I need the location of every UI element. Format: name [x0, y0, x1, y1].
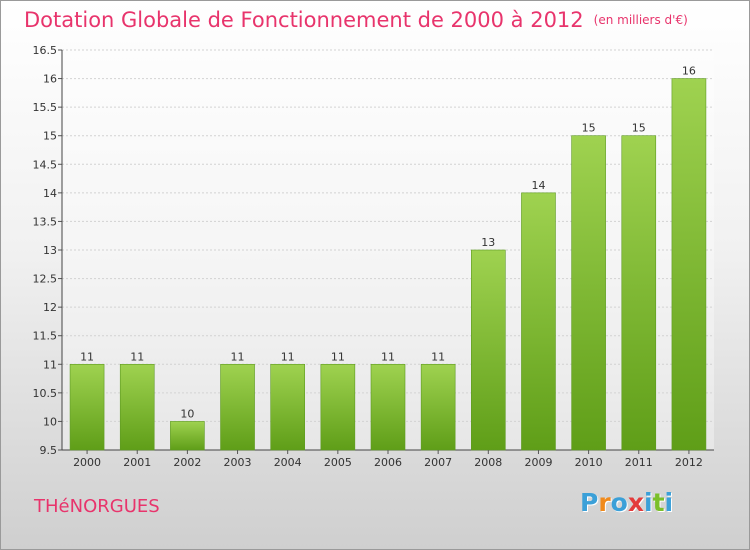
bar-value-label: 14 [531, 179, 545, 192]
y-tick-label: 12 [43, 301, 57, 314]
bar [571, 135, 606, 451]
x-tick-label: 2005 [324, 456, 352, 469]
bar-value-label: 11 [231, 350, 245, 363]
x-tick-label: 2002 [173, 456, 201, 469]
x-tick-label: 2001 [123, 456, 151, 469]
chart-subtitle: (en milliers d'€) [593, 13, 688, 27]
chart-title: Dotation Globale de Fonctionnement de 20… [24, 8, 688, 32]
x-tick-label: 2008 [474, 456, 502, 469]
x-tick-label: 2012 [675, 456, 703, 469]
bar [521, 192, 556, 451]
bar-value-label: 16 [682, 65, 696, 78]
bar-value-label: 11 [80, 350, 94, 363]
town-name: THéNORGUES [34, 496, 160, 517]
bar [119, 363, 155, 451]
y-tick-label: 10 [43, 415, 57, 428]
logo-letter: r [598, 488, 611, 517]
title-text: Dotation Globale de Fonctionnement de 20… [24, 8, 584, 32]
bar-value-label: 11 [130, 350, 144, 363]
x-tick-label: 2004 [274, 456, 302, 469]
x-tick-label: 2009 [524, 456, 552, 469]
bar-value-label: 11 [431, 350, 445, 363]
bar [671, 78, 707, 451]
bar-value-label: 11 [381, 350, 395, 363]
y-tick-label: 11 [43, 358, 57, 371]
y-tick-label: 15 [43, 130, 57, 143]
bar-value-label: 15 [582, 122, 596, 135]
logo-letter: t [652, 488, 665, 517]
bar [320, 363, 356, 451]
bar [621, 135, 657, 451]
x-tick-label: 2003 [224, 456, 252, 469]
bar [370, 363, 406, 451]
x-tick-label: 2011 [625, 456, 653, 469]
y-tick-label: 9.5 [40, 444, 58, 457]
bar-value-label: 15 [632, 122, 646, 135]
bar [170, 421, 205, 451]
logo-letter: x [627, 488, 644, 517]
y-tick-label: 16.5 [33, 44, 58, 57]
logo-letter: P [580, 488, 599, 517]
y-tick-label: 14.5 [33, 158, 58, 171]
logo-letter: i [644, 488, 653, 517]
x-tick-label: 2010 [575, 456, 603, 469]
y-tick-label: 13 [43, 244, 57, 257]
y-tick-label: 12.5 [33, 273, 58, 286]
bar [220, 363, 255, 451]
bar [471, 249, 506, 451]
bar-value-label: 11 [281, 350, 295, 363]
logo-letter: i [664, 488, 674, 517]
y-tick-label: 13.5 [33, 215, 58, 228]
proxiti-logo: Proxiti [580, 488, 673, 517]
bar-value-label: 10 [180, 407, 194, 420]
bar [270, 363, 305, 451]
x-tick-label: 2000 [73, 456, 101, 469]
y-tick-label: 16 [43, 73, 57, 86]
bar-value-label: 11 [331, 350, 345, 363]
logo-letter: o [610, 488, 628, 517]
y-tick-label: 14 [43, 187, 57, 200]
y-tick-label: 15.5 [33, 101, 58, 114]
y-tick-label: 11.5 [33, 330, 58, 343]
x-tick-label: 2007 [424, 456, 452, 469]
bar [69, 363, 105, 451]
y-tick-label: 10.5 [33, 387, 58, 400]
x-tick-label: 2006 [374, 456, 402, 469]
bar [420, 363, 456, 451]
bar-value-label: 13 [481, 236, 495, 249]
